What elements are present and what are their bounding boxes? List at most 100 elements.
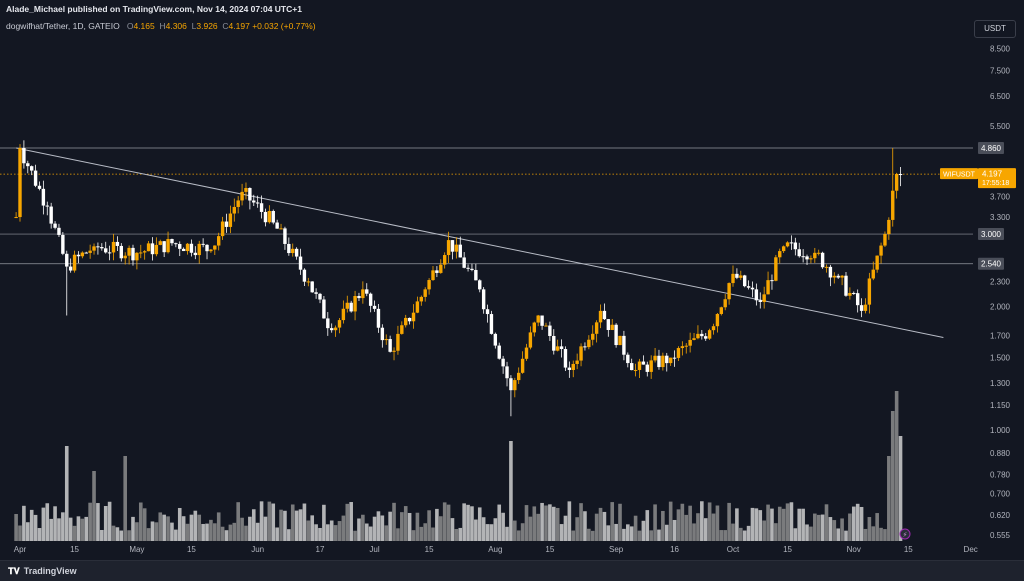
volume-bar bbox=[232, 522, 237, 541]
y-tick-label: 0.880 bbox=[990, 449, 1011, 458]
candle-body bbox=[626, 354, 630, 364]
candle-body bbox=[322, 299, 326, 319]
candle-body bbox=[520, 358, 525, 373]
chart-area[interactable]: Apr 15 May 15 Jun 17 Jul 15 Aug 15 Sep 16 Oct 15 Nov 15… bbox=[0, 0, 1024, 560]
volume-bar bbox=[80, 518, 85, 541]
volume-bar bbox=[528, 516, 533, 541]
volume-bar bbox=[696, 513, 700, 541]
candle-body bbox=[645, 364, 649, 372]
volume-bar bbox=[851, 506, 856, 541]
candle-body bbox=[700, 333, 704, 337]
candle bbox=[49, 202, 53, 229]
candle bbox=[255, 195, 260, 208]
volume-bar bbox=[158, 512, 163, 541]
candle-body bbox=[598, 310, 603, 323]
candle bbox=[715, 313, 720, 333]
candle bbox=[96, 242, 100, 255]
candle bbox=[859, 298, 864, 318]
pair-label: dogwifhat/Tether, 1D, GATEIO bbox=[6, 21, 120, 31]
candle bbox=[302, 268, 307, 287]
candle bbox=[552, 329, 556, 355]
volume-bar bbox=[813, 513, 817, 541]
candle bbox=[684, 343, 688, 354]
volume-bar bbox=[154, 522, 159, 541]
candle bbox=[384, 334, 388, 345]
volume-bar bbox=[150, 521, 155, 541]
candle bbox=[88, 244, 92, 259]
volume-bar bbox=[516, 530, 521, 541]
candle-body bbox=[392, 350, 396, 352]
volume-bar bbox=[298, 509, 303, 541]
tradingview-wordmark: TradingView bbox=[23, 566, 77, 576]
candle-body bbox=[388, 339, 392, 352]
candle-body bbox=[72, 254, 77, 271]
candle-body bbox=[61, 234, 65, 254]
candle bbox=[142, 250, 147, 260]
candle-body bbox=[859, 305, 864, 311]
symbol-tag-box bbox=[940, 168, 978, 180]
candle-body bbox=[178, 244, 182, 249]
candle bbox=[665, 352, 669, 372]
candle bbox=[92, 243, 96, 255]
candle bbox=[746, 280, 751, 290]
candle bbox=[731, 265, 735, 287]
volume-bar bbox=[610, 502, 615, 541]
symbol-legend: dogwifhat/Tether, 1D, GATEIO O4.165 H4.3… bbox=[6, 21, 316, 31]
candle bbox=[197, 240, 201, 264]
volume-bar bbox=[72, 525, 77, 541]
volume-bar bbox=[661, 510, 665, 541]
candle-body bbox=[123, 255, 127, 259]
candle-body bbox=[267, 210, 272, 223]
candle-body bbox=[135, 252, 139, 261]
candle bbox=[22, 140, 26, 169]
ohlc-high: H4.306 bbox=[159, 21, 187, 31]
candle-body bbox=[532, 322, 536, 333]
candle-body bbox=[637, 361, 642, 370]
volume-bar bbox=[781, 508, 786, 541]
candle bbox=[813, 247, 817, 263]
candle bbox=[431, 266, 435, 281]
y-tick-label: 0.780 bbox=[990, 470, 1011, 479]
candle-body bbox=[781, 246, 786, 252]
candle-body bbox=[361, 289, 365, 299]
candle-body bbox=[493, 333, 498, 346]
candle bbox=[392, 347, 396, 361]
volume-bar bbox=[766, 504, 770, 541]
candle bbox=[891, 148, 895, 227]
volume-bar bbox=[53, 506, 57, 541]
candle bbox=[220, 216, 225, 240]
level-label-box bbox=[978, 228, 1004, 241]
volume-bar bbox=[423, 523, 428, 541]
candle-body bbox=[18, 148, 22, 218]
candle-body bbox=[84, 252, 88, 254]
candlestick-chart[interactable]: Apr 15 May 15 Jun 17 Jul 15 Aug 15 Sep 16 Oct 15 Nov 15… bbox=[0, 0, 1024, 560]
candle-body bbox=[158, 241, 162, 245]
candle bbox=[532, 321, 536, 337]
candle bbox=[692, 332, 696, 341]
level-price-label: 3.000 bbox=[978, 228, 1004, 241]
candle bbox=[575, 353, 579, 370]
volume-bars bbox=[14, 391, 903, 541]
candle bbox=[672, 350, 677, 367]
y-tick-label: 0.555 bbox=[990, 531, 1011, 540]
candle-body bbox=[252, 200, 256, 203]
candle-body bbox=[840, 275, 844, 278]
candle-body bbox=[879, 245, 883, 256]
volume-bar bbox=[450, 518, 455, 541]
tradingview-logo[interactable]: 𝐓𝐕 TradingView bbox=[8, 566, 77, 577]
candle bbox=[127, 245, 131, 265]
volume-bar bbox=[832, 520, 837, 541]
candle-body bbox=[766, 280, 770, 295]
x-tick-label: 16 bbox=[670, 545, 679, 554]
candle bbox=[123, 252, 127, 265]
candle-body bbox=[719, 307, 724, 314]
candle bbox=[37, 181, 42, 191]
volume-bar bbox=[466, 504, 470, 541]
candle bbox=[793, 237, 798, 256]
volume-bar bbox=[92, 471, 96, 541]
candle-body bbox=[863, 304, 868, 311]
candle-body bbox=[341, 308, 346, 321]
y-tick-label: 0.700 bbox=[990, 490, 1011, 499]
currency-button[interactable]: USDT bbox=[974, 20, 1016, 38]
candle bbox=[898, 167, 903, 187]
